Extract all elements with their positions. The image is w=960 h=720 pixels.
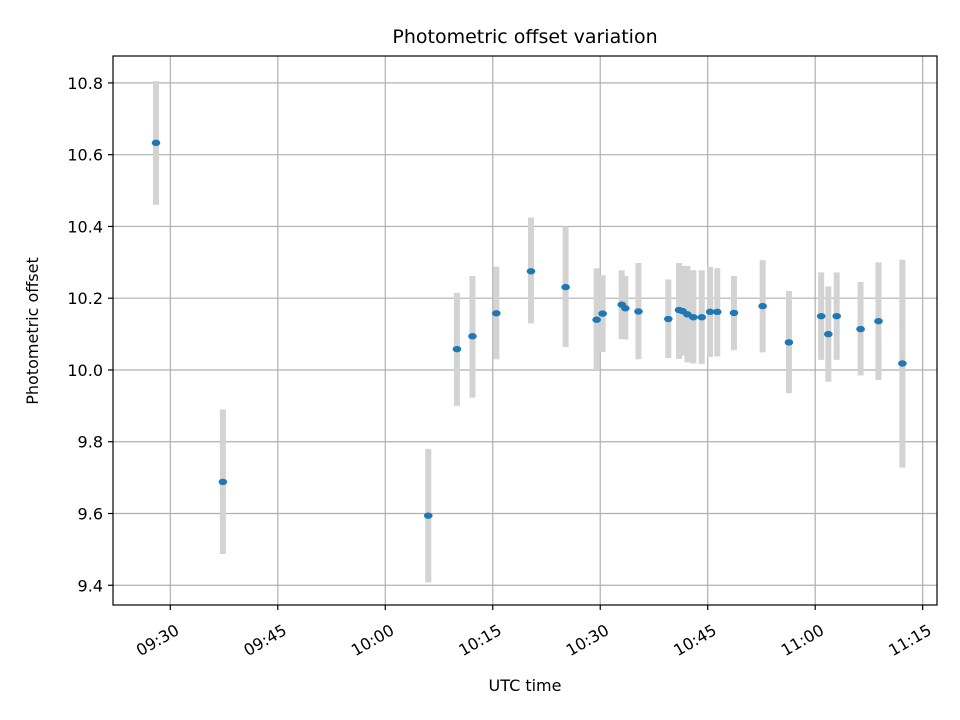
data-point bbox=[598, 310, 607, 317]
data-point bbox=[689, 314, 698, 321]
data-point bbox=[712, 308, 722, 316]
data-point bbox=[824, 330, 833, 338]
data-point bbox=[492, 310, 501, 317]
data-point bbox=[526, 268, 536, 275]
x-axis-label: UTC time bbox=[489, 676, 562, 695]
data-point bbox=[874, 317, 883, 325]
plot-frame bbox=[112, 55, 938, 606]
data-point bbox=[423, 512, 433, 519]
y-tick-label: 9.4 bbox=[78, 576, 103, 595]
data-point bbox=[856, 325, 865, 333]
y-tick-label: 10.6 bbox=[67, 146, 103, 165]
data-point bbox=[468, 333, 477, 340]
data-point bbox=[634, 308, 643, 315]
y-axis-ticks: 9.4 9.6 9.8 10.0 10.2 10.4 10.6 10.8 bbox=[67, 74, 113, 595]
y-tick-label: 10.4 bbox=[67, 217, 103, 236]
data-point bbox=[561, 283, 570, 291]
chart-title: Photometric offset variation bbox=[392, 26, 657, 48]
data-points bbox=[151, 139, 907, 519]
y-tick-label: 10.8 bbox=[67, 74, 103, 93]
data-point bbox=[832, 312, 841, 320]
y-tick-label: 10.2 bbox=[67, 289, 103, 308]
y-tick-label: 10.0 bbox=[67, 361, 103, 380]
data-point bbox=[218, 478, 228, 486]
data-point bbox=[592, 316, 601, 323]
y-tick-label: 9.8 bbox=[78, 433, 103, 452]
data-point bbox=[705, 308, 715, 316]
data-point bbox=[784, 339, 794, 346]
data-point bbox=[697, 314, 707, 321]
data-point bbox=[452, 345, 462, 353]
y-axis-label: Photometric offset bbox=[23, 257, 42, 405]
data-point bbox=[729, 309, 739, 317]
data-point bbox=[898, 360, 907, 367]
data-point bbox=[621, 305, 630, 312]
data-point bbox=[664, 315, 673, 323]
data-point bbox=[758, 302, 767, 310]
data-point bbox=[151, 139, 161, 147]
data-point bbox=[816, 312, 826, 320]
y-tick-label: 9.6 bbox=[78, 505, 103, 524]
